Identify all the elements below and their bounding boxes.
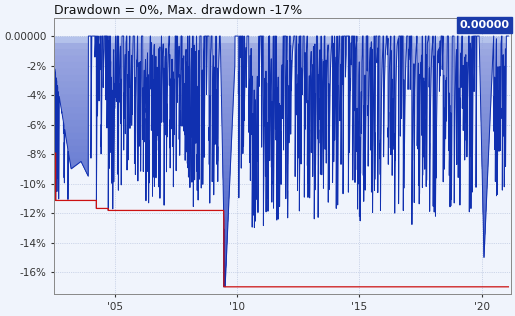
- Text: 0.00000: 0.00000: [459, 20, 509, 30]
- Text: Drawdown = 0%, Max. drawdown -17%: Drawdown = 0%, Max. drawdown -17%: [54, 4, 302, 17]
